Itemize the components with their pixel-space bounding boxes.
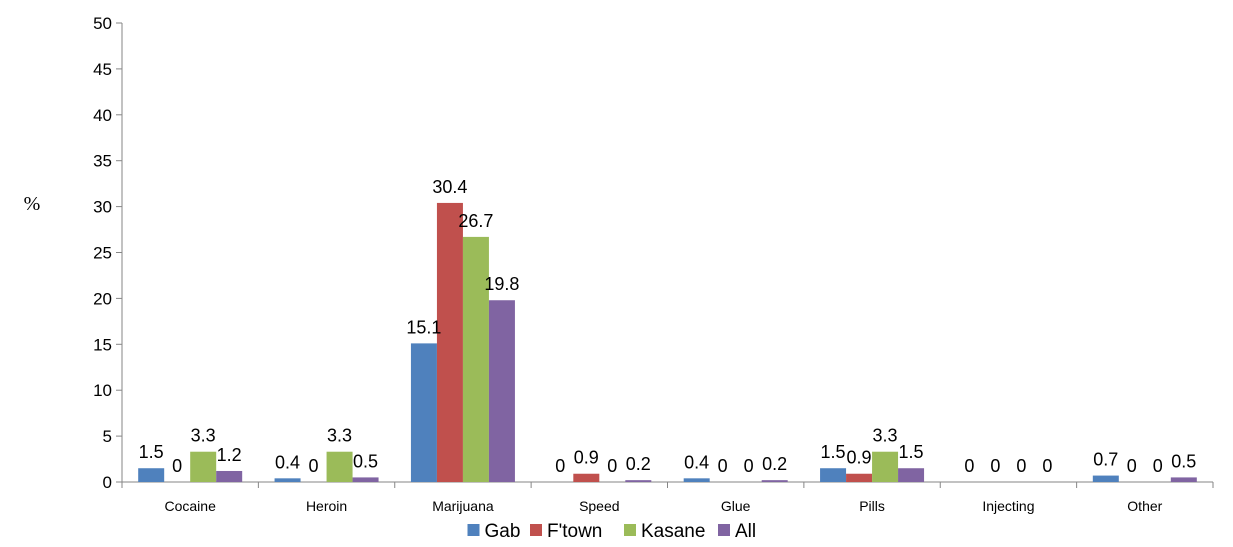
category-label: Marijuana: [432, 498, 494, 514]
y-tick-label: 20: [93, 289, 112, 308]
bar: [683, 478, 710, 482]
legend-swatch: [624, 524, 636, 536]
category-label: Cocaine: [165, 498, 217, 514]
data-label: 0.4: [684, 452, 709, 472]
bar: [138, 468, 165, 482]
data-label: 3.3: [191, 426, 216, 446]
category-label: Injecting: [982, 498, 1034, 514]
legend-label: Gab: [485, 521, 521, 542]
legend-label: Kasane: [641, 521, 705, 542]
data-label: 1.5: [899, 442, 924, 462]
category-label: Speed: [579, 498, 619, 514]
y-tick-label: 40: [93, 106, 112, 125]
legend-label: All: [735, 521, 756, 542]
data-label: 15.1: [406, 317, 441, 337]
bar: [488, 300, 515, 482]
data-label: 0: [990, 456, 1000, 476]
data-label: 0: [555, 456, 565, 476]
data-label: 1.5: [139, 442, 164, 462]
y-tick-label: 0: [103, 473, 112, 492]
bar: [573, 473, 600, 482]
legend-label: F'town: [547, 521, 602, 542]
data-label: 0: [309, 456, 319, 476]
data-label: 0.5: [353, 451, 378, 471]
bar: [898, 468, 925, 482]
data-label: 0.9: [847, 448, 872, 468]
bar: [462, 236, 489, 482]
data-label: 0: [172, 456, 182, 476]
bar: [820, 468, 847, 482]
bar: [352, 477, 379, 482]
y-tick-labels: 0 5 10 15 20 25 30 35 40 45 50: [93, 14, 122, 492]
legend-swatch: [530, 524, 542, 536]
data-label: 1.2: [217, 445, 242, 465]
category-label: Glue: [721, 498, 751, 514]
data-label: 0.5: [1171, 451, 1196, 471]
data-label: 0: [744, 456, 754, 476]
bar: [625, 480, 652, 482]
data-label: 0.4: [275, 452, 300, 472]
data-label: 26.7: [458, 211, 493, 231]
y-tick-label: 25: [93, 244, 112, 263]
data-label: 0: [1016, 456, 1026, 476]
data-label: 0.9: [574, 448, 599, 468]
bar: [190, 451, 217, 482]
data-label: 0.7: [1093, 450, 1118, 470]
data-label: 0: [718, 456, 728, 476]
y-tick-label: 10: [93, 381, 112, 400]
bar: [274, 478, 301, 482]
bar: [410, 343, 437, 482]
y-tick-label: 35: [93, 152, 112, 171]
y-axis-label: %: [24, 193, 41, 215]
bar: [1170, 477, 1197, 482]
category-label: Pills: [859, 498, 885, 514]
data-label: 0.2: [626, 454, 651, 474]
data-labels: 1.503.31.2 0.4 03.30.515.130.426.719.80 0.9…: [139, 177, 1197, 476]
bar: [846, 473, 873, 482]
data-label: 1.5: [821, 442, 846, 462]
bar: [216, 470, 243, 482]
bar: [326, 451, 353, 482]
data-label: 19.8: [484, 274, 519, 294]
category-label: Other: [1127, 498, 1162, 514]
data-label: 0: [607, 456, 617, 476]
category-label: Heroin: [306, 498, 347, 514]
data-label: 3.3: [327, 426, 352, 446]
bar: [436, 202, 463, 483]
y-tick-label: 45: [93, 60, 112, 79]
y-tick-label: 15: [93, 335, 112, 354]
data-label: 0: [1153, 456, 1163, 476]
bar: [761, 480, 788, 482]
category-labels: Cocaine Heroin Marijuana Speed Glue Pills Inje…: [165, 498, 1163, 514]
axes: [121, 23, 1214, 488]
bars: [138, 202, 1197, 483]
data-label: 30.4: [432, 177, 467, 197]
legend-swatch: [718, 524, 730, 536]
data-label: 3.3: [873, 426, 898, 446]
y-tick-label: 50: [93, 14, 112, 33]
y-tick-label: 30: [93, 198, 112, 217]
y-tick-label: 5: [103, 427, 112, 446]
legend-swatch: [467, 524, 480, 536]
legend: Gab F'town Kasane All: [467, 521, 756, 542]
bar: [872, 451, 899, 482]
data-label: 0.2: [762, 454, 787, 474]
data-label: 0: [964, 456, 974, 476]
data-label: 0: [1127, 456, 1137, 476]
bar: [1092, 475, 1119, 482]
data-label: 0: [1042, 456, 1052, 476]
